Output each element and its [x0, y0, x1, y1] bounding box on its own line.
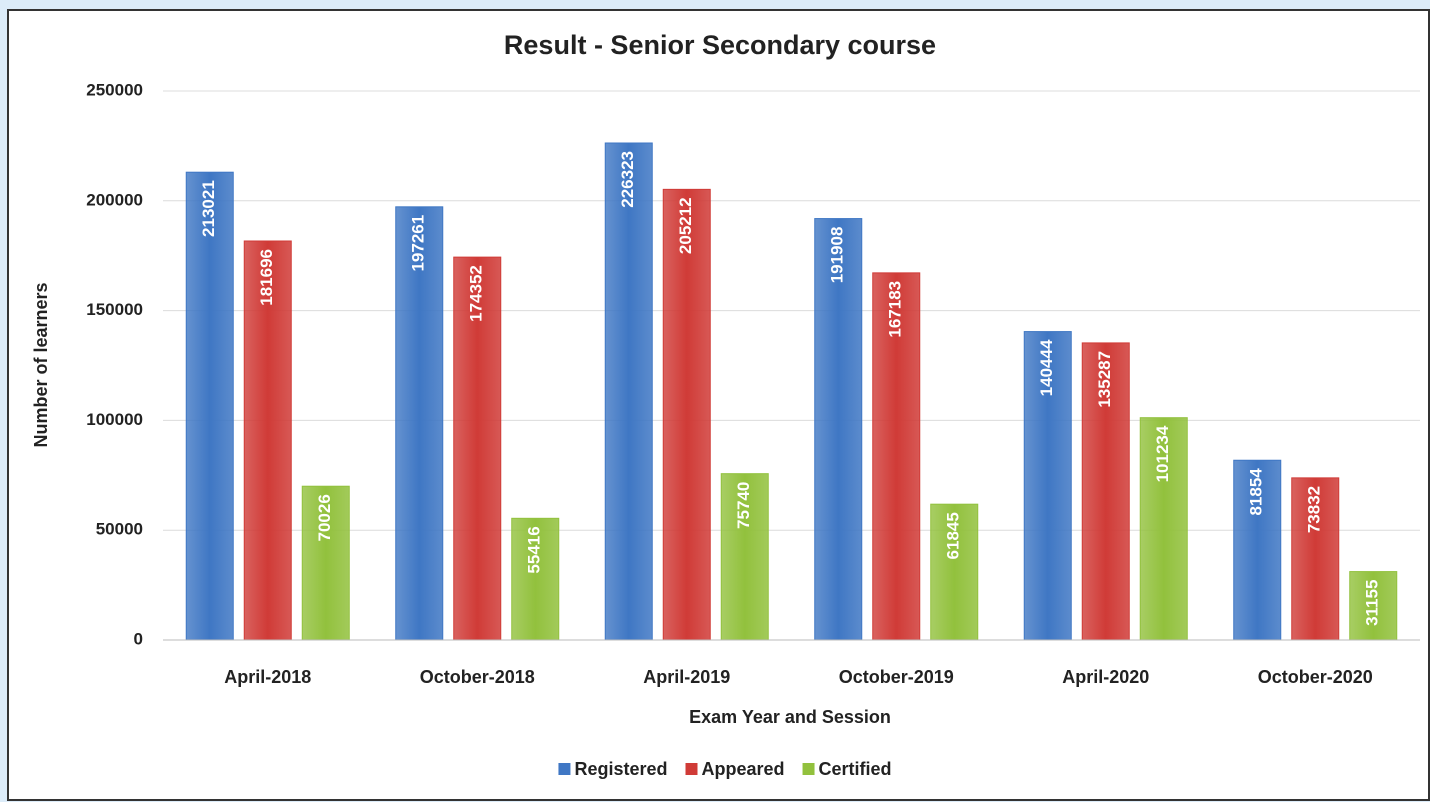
- bar-value-label: 70026: [315, 494, 334, 541]
- x-tick-label: October-2019: [839, 667, 954, 687]
- bar: [1291, 477, 1340, 641]
- bar: [1349, 571, 1398, 641]
- bar-value-label: 191908: [828, 227, 847, 284]
- y-tick-label: 200000: [86, 190, 143, 209]
- bar-value-label: 197261: [409, 215, 428, 272]
- bar-value-label: 75740: [734, 482, 753, 529]
- bar: [1139, 417, 1188, 641]
- y-tick-label: 50000: [96, 520, 143, 539]
- bar: [453, 256, 502, 641]
- bar: [930, 503, 979, 641]
- bar-value-label: 174352: [467, 265, 486, 322]
- x-tick-label: October-2018: [420, 667, 535, 687]
- legend-label: Appeared: [702, 759, 785, 779]
- chart-title: Result - Senior Secondary course: [504, 30, 936, 60]
- bar: [511, 517, 560, 641]
- bar-value-label: 213021: [199, 180, 218, 237]
- y-tick-label: 150000: [86, 300, 143, 319]
- y-tick-label: 250000: [86, 80, 143, 99]
- legend-label: Certified: [819, 759, 892, 779]
- bar-value-label: 205212: [676, 197, 695, 254]
- bar: [1233, 459, 1282, 641]
- bar-value-label: 55416: [525, 526, 544, 573]
- bar: [243, 240, 292, 641]
- bar: [720, 473, 769, 641]
- x-tick-label: April-2018: [224, 667, 311, 687]
- bar: [604, 142, 653, 641]
- bar-value-label: 61845: [944, 512, 963, 559]
- bar: [395, 206, 444, 641]
- bar-value-label: 181696: [257, 249, 276, 306]
- legend-swatch: [558, 763, 571, 775]
- bar: [1023, 331, 1072, 641]
- x-tick-label: April-2019: [643, 667, 730, 687]
- bar-value-label: 226323: [618, 151, 637, 208]
- bar: [1081, 342, 1130, 641]
- bar-value-label: 135287: [1095, 351, 1114, 408]
- bar: [662, 188, 711, 641]
- bar: [185, 171, 234, 641]
- y-tick-label: 0: [134, 629, 143, 648]
- y-tick-label: 100000: [86, 410, 143, 429]
- bar: [814, 218, 863, 641]
- legend-swatch: [685, 763, 698, 775]
- bar-value-label: 167183: [886, 281, 905, 338]
- y-axis-label: Number of learners: [31, 282, 51, 447]
- bar-value-label: 81854: [1247, 468, 1266, 516]
- x-tick-label: October-2020: [1258, 667, 1373, 687]
- legend-label: Registered: [574, 759, 667, 779]
- bar-value-label: 140444: [1037, 339, 1056, 396]
- bar-value-label: 73832: [1305, 486, 1324, 533]
- x-tick-label: April-2020: [1062, 667, 1149, 687]
- bar: [301, 485, 350, 641]
- legend-swatch: [802, 763, 815, 775]
- bar-value-label: 101234: [1153, 425, 1172, 482]
- x-axis-label: Exam Year and Session: [689, 707, 891, 727]
- bar-value-label: 31155: [1363, 580, 1382, 626]
